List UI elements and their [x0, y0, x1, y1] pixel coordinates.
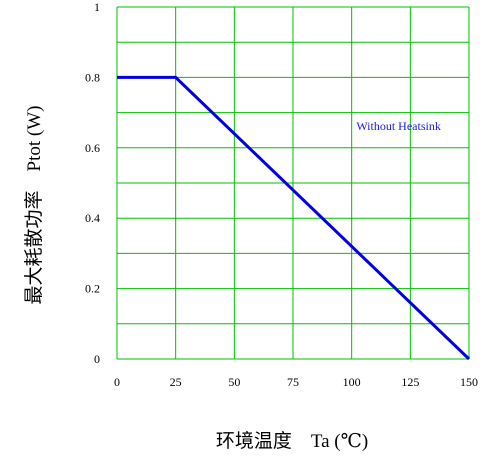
x-tick-label: 100: [343, 375, 361, 389]
x-tick-label: 75: [287, 375, 299, 389]
x-tick-label: 0: [114, 375, 120, 389]
y-tick-label: 1: [94, 0, 100, 14]
y-tick-labels: 0 0.2 0.4 0.6 0.8 1: [85, 0, 100, 366]
y-tick-label: 0.4: [85, 211, 100, 225]
x-axis-title: 环境温度 Ta (℃): [216, 430, 368, 452]
series-line: [117, 75, 471, 361]
y-tick-label: 0.2: [85, 282, 100, 296]
x-tick-labels: 0 25 50 75 100 125 150: [114, 375, 478, 389]
y-axis-title: 最大耗散功率 Ptot (W): [23, 106, 45, 305]
x-tick-label: 125: [401, 375, 419, 389]
annotation-label: Without Heatsink: [356, 119, 441, 133]
x-tick-label: 150: [460, 375, 478, 389]
y-tick-label: 0.6: [85, 141, 100, 155]
annotations: Without Heatsink: [356, 119, 441, 133]
series-lines: [117, 75, 471, 361]
x-tick-label: 50: [228, 375, 240, 389]
grid: [116, 6, 470, 360]
x-tick-label: 25: [170, 375, 182, 389]
y-tick-label: 0.8: [85, 70, 100, 84]
y-tick-label: 0: [94, 352, 100, 366]
